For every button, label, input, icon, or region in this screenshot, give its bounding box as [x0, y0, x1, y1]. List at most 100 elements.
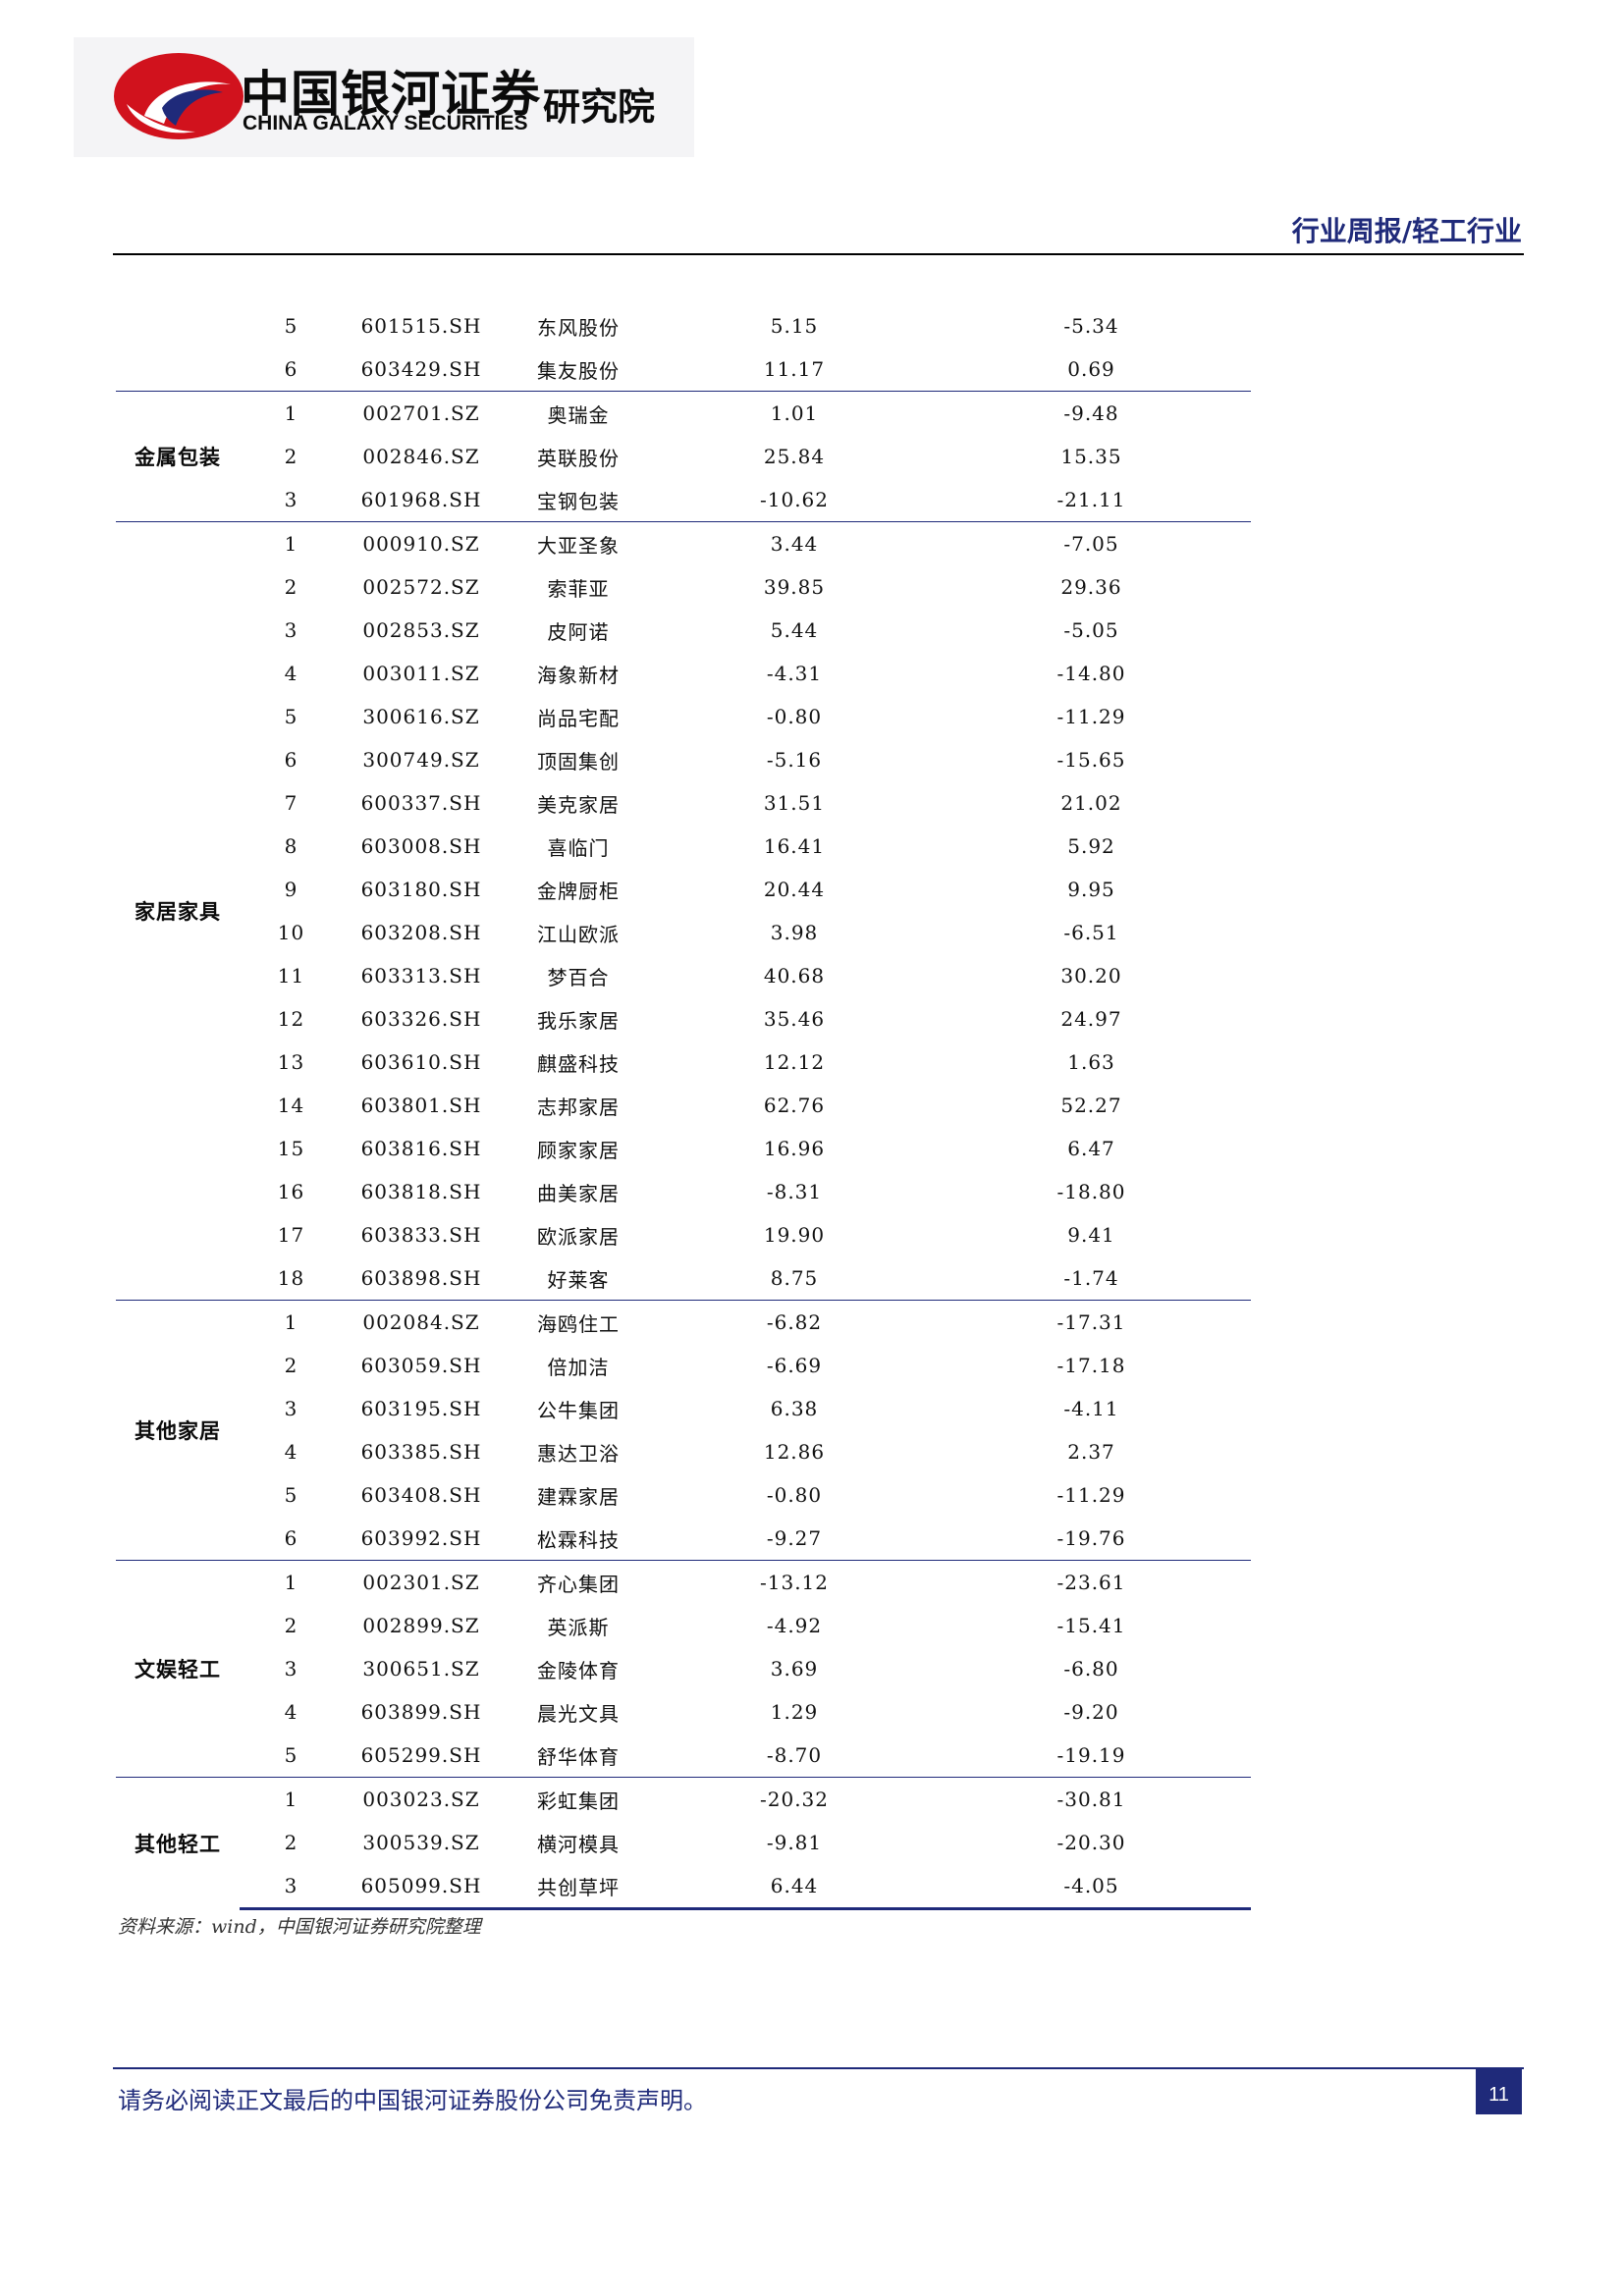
rank-cell: 5 [284, 705, 298, 728]
rank-cell: 2 [284, 1831, 298, 1854]
relative-cell: -6.51 [1063, 921, 1119, 944]
rank-cell: 5 [284, 314, 298, 338]
value-cell: 39.85 [763, 575, 826, 599]
rank-cell: 2 [284, 445, 298, 468]
relative-cell: -30.81 [932, 1777, 1251, 1821]
name-cell: 建霖家居 [537, 1484, 620, 1509]
table-row: 5 605299.SH 舒华体育 -8.70 -19.19 [116, 1734, 1251, 1778]
value-cell: 1.01 [657, 391, 932, 435]
name-cell: 公牛集团 [537, 1398, 620, 1422]
value-cell: 16.41 [763, 834, 826, 858]
stock-performance-table: 5 601515.SH 东风股份 5.15 -5.34 6 603429.SH 集友股份 11.… [116, 304, 1251, 1910]
name-cell: 东风股份 [537, 315, 620, 340]
relative-cell: 29.36 [1060, 575, 1122, 599]
name-cell: 横河模具 [537, 1832, 620, 1856]
code-cell: 603818.SH [360, 1180, 482, 1203]
rank-cell: 8 [284, 834, 298, 858]
code-cell: 600337.SH [360, 791, 482, 815]
table-row: 18 603898.SH 好莱客 8.75 -1.74 [116, 1256, 1251, 1301]
relative-cell: -4.05 [932, 1864, 1251, 1910]
table-row: 13 603610.SH 麒盛科技 12.12 1.63 [116, 1041, 1251, 1084]
value-cell: -9.81 [766, 1831, 823, 1854]
table-row: 4 603899.SH 晨光文具 1.29 -9.20 [116, 1690, 1251, 1734]
table-row: 家居家具 1 000910.SZ 大亚圣象 3.44 -7.05 [116, 521, 1251, 1301]
code-cell: 603008.SH [360, 834, 482, 858]
report-type-title: 行业周报/轻工行业 [1291, 215, 1522, 247]
code-cell: 300749.SZ [362, 748, 480, 772]
code-cell: 603208.SH [360, 921, 482, 944]
source-note: 资料来源：wind，中国银河证券研究院整理 [118, 1916, 481, 1938]
value-cell: 5.15 [770, 314, 819, 338]
name-cell: 彩虹集团 [500, 1777, 657, 1821]
rank-cell: 1 [240, 1300, 343, 1344]
value-cell: 19.90 [763, 1223, 826, 1247]
relative-cell: -17.18 [1056, 1354, 1126, 1377]
name-cell: 索菲亚 [547, 576, 610, 601]
name-cell: 英派斯 [547, 1615, 610, 1639]
name-cell: 宝钢包装 [537, 489, 620, 513]
code-cell: 002899.SZ [362, 1614, 480, 1637]
name-cell: 晨光文具 [537, 1701, 620, 1726]
value-cell: 6.38 [770, 1397, 819, 1420]
code-cell: 601515.SH [360, 314, 482, 338]
name-cell: 金陵体育 [537, 1658, 620, 1682]
table-row: 15 603816.SH 顾家家居 16.96 6.47 [116, 1127, 1251, 1170]
code-cell: 603816.SH [360, 1137, 482, 1160]
code-cell: 603408.SH [360, 1483, 482, 1507]
table-row: 2 002572.SZ 索菲亚 39.85 29.36 [116, 565, 1251, 609]
table-row: 4 603385.SH 惠达卫浴 12.86 2.37 [116, 1430, 1251, 1473]
relative-cell: -5.34 [1063, 314, 1119, 338]
code-cell: 002301.SZ [343, 1560, 500, 1604]
value-cell: -0.80 [766, 705, 823, 728]
rank-cell: 6 [284, 748, 298, 772]
relative-cell: 9.95 [1067, 878, 1115, 901]
rank-cell: 16 [277, 1180, 305, 1203]
table-row: 3 002853.SZ 皮阿诺 5.44 -5.05 [116, 609, 1251, 652]
name-cell: 齐心集团 [500, 1560, 657, 1604]
code-cell: 603429.SH [360, 357, 482, 381]
rank-cell: 14 [277, 1094, 305, 1117]
table-row: 2 002846.SZ 英联股份 25.84 15.35 [116, 435, 1251, 478]
name-cell: 我乐家居 [537, 1008, 620, 1033]
rank-cell: 6 [284, 1526, 298, 1550]
name-cell: 英联股份 [537, 446, 620, 470]
value-cell: -13.12 [657, 1560, 932, 1604]
relative-cell: 5.92 [1067, 834, 1115, 858]
relative-cell: 9.41 [1067, 1223, 1115, 1247]
name-cell: 尚品宅配 [537, 706, 620, 730]
value-cell: -10.62 [759, 488, 829, 511]
value-cell: 12.12 [763, 1050, 826, 1074]
value-cell: -0.80 [766, 1483, 823, 1507]
table-row: 6 300749.SZ 顶固集创 -5.16 -15.65 [116, 738, 1251, 781]
code-cell: 603610.SH [360, 1050, 482, 1074]
relative-cell: -1.74 [1063, 1266, 1119, 1290]
code-cell: 605099.SH [343, 1864, 500, 1910]
code-cell: 002846.SZ [362, 445, 480, 468]
category-cell: 其他家居 [116, 1300, 240, 1561]
value-cell: 25.84 [763, 445, 826, 468]
relative-cell: 2.37 [1067, 1440, 1115, 1464]
name-cell: 舒华体育 [537, 1744, 620, 1769]
category-cell: 家居家具 [116, 521, 240, 1301]
category-cell: 金属包装 [116, 391, 240, 522]
name-cell: 松霖科技 [537, 1527, 620, 1552]
rank-cell: 3 [284, 488, 298, 511]
category-cell: 文娱轻工 [116, 1560, 240, 1778]
value-cell: 40.68 [763, 964, 826, 988]
rank-cell: 12 [277, 1007, 305, 1031]
relative-cell: 21.02 [1060, 791, 1122, 815]
rank-cell: 7 [284, 791, 298, 815]
name-cell: 喜临门 [547, 835, 610, 860]
value-cell: 3.44 [657, 521, 932, 565]
galaxy-logo-icon [114, 53, 244, 139]
table-row: 6 603992.SH 松霖科技 -9.27 -19.76 [116, 1517, 1251, 1561]
table-row: 11 603313.SH 梦百合 40.68 30.20 [116, 954, 1251, 997]
name-cell: 海象新材 [537, 663, 620, 687]
code-cell: 002853.SZ [362, 618, 480, 642]
value-cell: -8.31 [766, 1180, 823, 1203]
code-cell: 603313.SH [360, 964, 482, 988]
name-cell: 欧派家居 [537, 1224, 620, 1249]
code-cell: 300651.SZ [362, 1657, 480, 1681]
name-cell: 皮阿诺 [547, 619, 610, 644]
code-cell: 002572.SZ [362, 575, 480, 599]
